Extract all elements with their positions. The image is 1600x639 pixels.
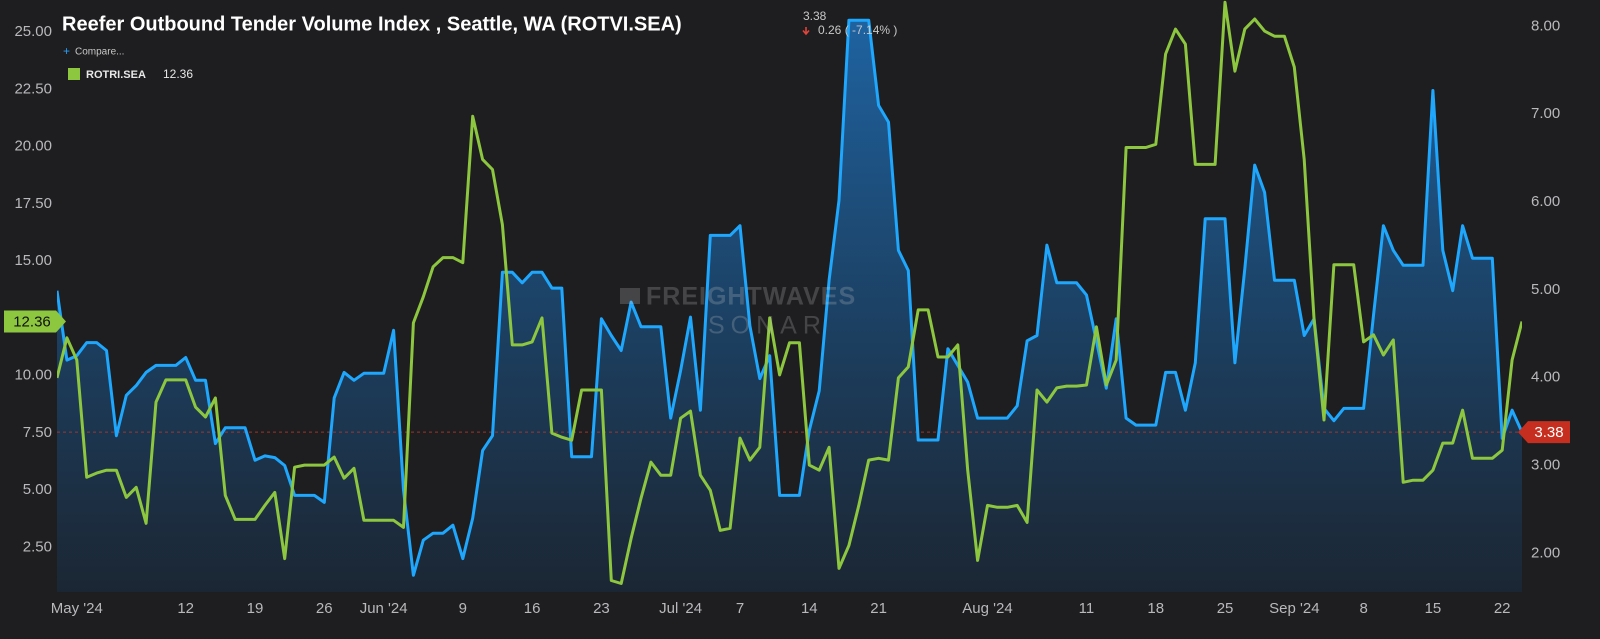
plot-area: [57, 0, 1522, 592]
x-tick-label: 16: [524, 600, 541, 617]
x-tick-label: 25: [1217, 600, 1234, 617]
value-badge: [4, 310, 66, 333]
y2-tick-label: 7.00: [1531, 105, 1560, 122]
series-line: [57, 18, 1522, 577]
x-tick-label: 18: [1147, 600, 1164, 617]
down-arrow: [802, 27, 810, 36]
change: 0.26 ( -7.14% ): [818, 23, 897, 37]
y2-tick-label: 6.00: [1531, 193, 1560, 210]
y-tick-label: 15.00: [14, 252, 52, 269]
y-tick-label: 17.50: [14, 195, 52, 212]
y-tick-label: 2.50: [23, 538, 52, 555]
x-tick-label: 22: [1494, 600, 1511, 617]
x-tick-label: 19: [247, 600, 264, 617]
watermark-icon: [620, 288, 640, 304]
x-tick-label: 12: [177, 600, 194, 617]
value-badge: [1518, 421, 1570, 444]
y2-tick-label: 3.00: [1531, 456, 1560, 473]
x-tick-label: 26: [316, 600, 333, 617]
chart-title: Reefer Outbound Tender Volume Index , Se…: [62, 13, 682, 35]
y2-tick-label: 8.00: [1531, 17, 1560, 34]
y-tick-label: 25.00: [14, 23, 52, 40]
x-tick-label: 9: [459, 600, 467, 617]
y-tick-label: 22.50: [14, 80, 52, 97]
last-value: 3.38: [803, 9, 827, 23]
x-tick-label: Aug '24: [962, 600, 1012, 617]
x-tick-label: 21: [870, 600, 887, 617]
x-tick-label: 23: [593, 600, 610, 617]
x-tick-label: 14: [801, 600, 818, 617]
area: [57, 20, 1522, 592]
legend-label: ROTRI.SEA: [86, 69, 146, 81]
compare-button[interactable]: Compare...: [75, 47, 124, 58]
x-tick-label: Jun '24: [360, 600, 408, 617]
watermark: FREIGHTWAVES SONAR: [620, 283, 856, 340]
y-tick-label: 7.50: [23, 424, 52, 441]
x-tick-label: 7: [736, 600, 744, 617]
x-tick-label: Jul '24: [659, 600, 702, 617]
watermark-product: SONAR: [708, 312, 827, 340]
x-tick-label: 11: [1079, 600, 1095, 617]
x-tick-label: 8: [1359, 600, 1367, 617]
y-tick-label: 10.00: [14, 367, 52, 384]
legend-swatch: [68, 68, 80, 80]
y-tick-label: 5.00: [23, 481, 52, 498]
value-badge-label: 3.38: [1534, 424, 1563, 441]
value-badge-label: 12.36: [13, 314, 51, 331]
y2-tick-label: 2.00: [1531, 544, 1560, 561]
y2-tick-label: 4.00: [1531, 369, 1560, 386]
series-line: [57, 0, 1522, 585]
watermark-brand: FREIGHTWAVES: [646, 283, 856, 311]
y-tick-label: 20.00: [14, 138, 52, 155]
compare-plus[interactable]: +: [63, 44, 70, 58]
x-tick-label: Sep '24: [1269, 600, 1319, 617]
x-tick-label: May '24: [51, 600, 103, 617]
x-tick-label: 15: [1425, 600, 1442, 617]
y2-tick-label: 5.00: [1531, 281, 1560, 298]
legend-value: 12.36: [163, 67, 193, 81]
